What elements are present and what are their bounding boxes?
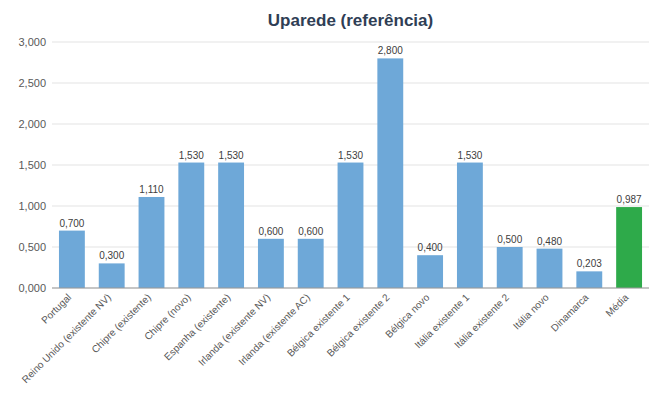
bar: [218, 163, 244, 288]
x-axis: PortugalReino Unido (existente NV)Chipre…: [20, 291, 631, 385]
x-tick-label: Média: [603, 291, 630, 318]
data-labels: 0,700 0,300 1,110 1,530 1,530 0,600 0,600 1,530…: [59, 45, 642, 269]
page: {"chart_data": {"type": "bar", "title": …: [0, 0, 663, 408]
bar: [139, 197, 165, 288]
x-tick-label: Irlanda (existente AC): [236, 292, 312, 368]
data-label: 1,530: [179, 150, 204, 161]
data-label: 1,530: [338, 150, 363, 161]
data-label: 0,500: [497, 234, 522, 245]
data-label: 0,700: [59, 218, 84, 229]
x-tick-label: Portugal: [39, 292, 73, 326]
data-label: 0,600: [298, 226, 323, 237]
x-tick-label: Espanha (existente): [162, 292, 233, 363]
bar: [178, 163, 204, 288]
grid-line: [52, 42, 649, 43]
y-tick-label: 3,000: [18, 36, 46, 48]
data-label: 0,600: [258, 226, 283, 237]
data-label: 2,800: [378, 45, 403, 56]
bar: [417, 255, 443, 288]
data-label: 0,987: [617, 194, 642, 205]
grid-line: [52, 288, 649, 289]
data-label: 1,110: [139, 184, 164, 195]
bar: [59, 231, 85, 288]
grid-line: [52, 83, 649, 84]
data-label: 0,480: [537, 236, 562, 247]
y-tick-label: 1,500: [18, 159, 46, 171]
x-tick-label: Bélgica existente 2: [325, 291, 392, 358]
bars: [59, 58, 642, 288]
x-tick-label: Chipre (existente): [89, 292, 153, 356]
chart: Uparede (referência) 0,000 0,500 1,000 1,500…: [0, 0, 663, 408]
y-tick-label: 0,500: [18, 241, 46, 253]
bar: [338, 163, 364, 288]
y-tick-label: 2,000: [18, 118, 46, 130]
data-label: 0,203: [577, 258, 602, 269]
bar: [497, 247, 523, 288]
bar: [258, 239, 284, 288]
bar: [576, 271, 602, 288]
bar: [616, 207, 642, 288]
bar: [457, 163, 483, 288]
data-label: 1,530: [219, 150, 244, 161]
bar: [298, 239, 324, 288]
data-label: 0,300: [99, 250, 124, 261]
data-label: 0,400: [418, 242, 443, 253]
x-tick-label: Itália novo: [511, 291, 551, 331]
grid-line: [52, 124, 649, 125]
y-tick-label: 0,000: [18, 282, 46, 294]
x-tick-label: Itália existente 2: [452, 291, 511, 350]
x-axis-line: [52, 288, 649, 289]
bar: [377, 58, 403, 288]
x-tick-label: Irlanda (existente NV): [196, 292, 272, 368]
y-axis: 0,000 0,500 1,000 1,500 2,000 2,500 3,000: [18, 36, 649, 294]
bar: [537, 249, 563, 288]
data-label: 1,530: [457, 150, 482, 161]
x-tick-label: Dinamarca: [549, 291, 591, 333]
bar: [99, 263, 125, 288]
title: Uparede (referência): [268, 11, 433, 30]
y-tick-label: 2,500: [18, 77, 46, 89]
y-tick-label: 1,000: [18, 200, 46, 212]
